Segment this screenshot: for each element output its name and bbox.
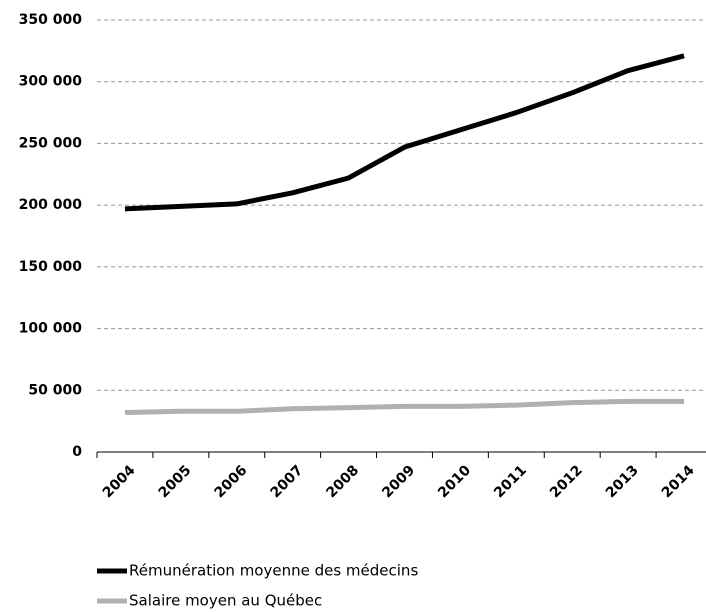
x-tick-label: 2008 [323, 462, 362, 501]
y-tick-label: 150 000 [19, 259, 83, 275]
legend-label: Rémunération moyenne des médecins [129, 562, 418, 580]
y-tick-label: 100 000 [19, 321, 83, 337]
x-tick-label: 2005 [156, 462, 195, 501]
x-tick-label: 2013 [603, 462, 642, 501]
y-tick-label: 300 000 [19, 74, 83, 90]
line-series [124, 53, 685, 212]
x-tick-label: 2014 [659, 462, 698, 501]
y-tick-label: 50 000 [28, 382, 82, 398]
y-tick-label: 0 [72, 444, 82, 460]
x-tick-label: 2006 [212, 462, 251, 501]
x-tick-label: 2010 [435, 462, 474, 501]
x-tick-label: 2009 [379, 462, 418, 501]
x-tick-label: 2012 [547, 462, 586, 501]
y-tick-label: 350 000 [19, 12, 83, 28]
legend-label: Salaire moyen au Québec [129, 592, 322, 610]
x-tick-label: 2007 [267, 462, 306, 501]
x-tick-label: 2011 [491, 462, 530, 501]
line-series [124, 398, 685, 416]
x-tick-label: 2004 [100, 462, 139, 501]
y-tick-label: 200 000 [19, 197, 83, 213]
y-tick-label: 250 000 [19, 135, 83, 151]
